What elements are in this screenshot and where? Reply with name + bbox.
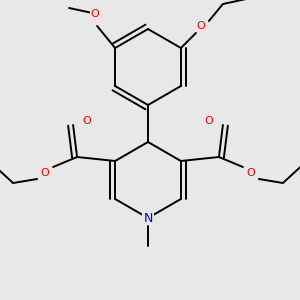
Text: O: O [196,21,205,31]
Text: O: O [91,9,100,19]
Text: O: O [41,168,50,178]
Text: O: O [247,168,255,178]
Text: O: O [205,116,213,126]
Text: O: O [83,116,92,126]
Text: N: N [143,212,153,224]
